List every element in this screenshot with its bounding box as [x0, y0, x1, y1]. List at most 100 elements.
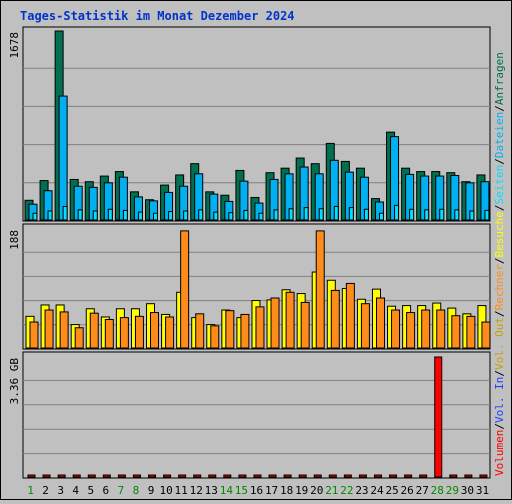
bar-seiten-day-22 [348, 207, 354, 221]
bar-rechner-day-7 [119, 317, 129, 349]
day-label: 29 [446, 484, 459, 497]
bar-seiten-day-3 [62, 205, 68, 221]
gridlines [23, 379, 490, 455]
day-label: 16 [250, 484, 263, 497]
day-label: 2 [42, 484, 49, 497]
bar-seiten-day-26 [409, 208, 415, 221]
bar-rechner-day-19 [300, 301, 310, 349]
right-legend-text: Volumen/Vol. In/Vol. Out/Rechner/Besuche… [493, 52, 506, 476]
day-label: 25 [385, 484, 398, 497]
legend-entry: / [493, 257, 506, 264]
legend-entry: Volumen [493, 430, 506, 476]
bar-seiten-day-7 [122, 209, 128, 221]
bar-volumen-day-14 [223, 474, 232, 478]
bar-volumen-day-22 [343, 474, 352, 478]
bar-seiten-day-17 [273, 209, 279, 221]
bar-seiten-day-28 [439, 208, 445, 221]
bar-rechner-day-13 [210, 325, 220, 349]
legend-entry: Besuche [493, 211, 506, 257]
day-label: 21 [325, 484, 338, 497]
bar-rechner-day-18 [285, 291, 295, 349]
legend-entry: / [493, 310, 506, 317]
bar-rechner-day-5 [89, 312, 99, 349]
series-seiten [32, 204, 490, 221]
bar-seiten-day-6 [107, 208, 113, 221]
day-label: 19 [295, 484, 308, 497]
legend-entry: Vol. Out [493, 317, 506, 370]
bar-seiten-day-5 [92, 210, 98, 221]
bar-seiten-day-15 [243, 209, 249, 221]
bar-rechner-day-1 [29, 321, 39, 349]
bar-seiten-day-18 [288, 208, 294, 221]
bar-seiten-day-12 [198, 209, 204, 221]
bar-dateien-day-3 [58, 95, 68, 221]
series-rechner [29, 230, 491, 349]
bar-rechner-day-10 [165, 316, 175, 349]
bar-rechner-day-20 [315, 230, 325, 349]
bar-volumen-day-30 [464, 474, 473, 478]
panel-middle: 188 [8, 223, 491, 350]
day-label: 10 [159, 484, 172, 497]
bar-seiten-day-1 [32, 212, 38, 221]
day-label: 4 [72, 484, 79, 497]
day-label: 24 [370, 484, 384, 497]
bar-seiten-day-25 [394, 204, 400, 221]
day-label: 13 [205, 484, 218, 497]
bar-seiten-day-16 [258, 212, 264, 221]
bar-rechner-day-3 [59, 311, 69, 349]
bar-volumen-day-20 [313, 474, 322, 478]
bar-volumen-day-18 [283, 474, 292, 478]
right-legend: Volumen/Vol. In/Vol. Out/Rechner/Besuche… [493, 52, 506, 476]
legend-entry: / [493, 105, 506, 112]
bar-volumen-day-13 [208, 474, 217, 478]
day-label: 23 [355, 484, 368, 497]
chart-title: Tages-Statistik im Monat Dezember 2024 [20, 9, 295, 23]
bar-rechner-day-15 [240, 313, 250, 349]
y-max-label: 188 [8, 230, 21, 250]
bar-rechner-day-29 [451, 315, 461, 349]
bar-volumen-day-3 [57, 474, 66, 478]
bar-volumen-day-10 [163, 474, 172, 478]
y-max-label: 3.36 GB [8, 358, 21, 405]
bar-rechner-day-28 [436, 309, 446, 349]
bar-volumen-day-6 [102, 474, 111, 478]
bar-seiten-day-31 [484, 209, 490, 221]
legend-entry: Vol. In [493, 377, 506, 423]
bar-seiten-day-9 [153, 212, 159, 221]
bar-seiten-day-11 [183, 210, 189, 221]
y-max-label: 1678 [8, 32, 21, 59]
bar-seiten-day-2 [47, 210, 53, 221]
day-label: 12 [190, 484, 203, 497]
legend-entry: Seiten [493, 165, 506, 205]
bar-volumen-day-11 [178, 474, 187, 478]
panel-bottom: 3.36 GB [8, 351, 491, 479]
bar-volumen-day-1 [27, 474, 36, 478]
bar-volumen-day-25 [389, 474, 398, 478]
day-axis-labels: 1 2 3 4 5 6 7 8 9 10 11 12 13 14 15 16 17 18 19 20 21 22 23 24 2… [27, 484, 489, 497]
bar-rechner-day-12 [195, 313, 205, 349]
series-volumen [27, 356, 488, 478]
day-label: 18 [280, 484, 293, 497]
day-label: 3 [57, 484, 64, 497]
legend-entry: / [493, 370, 506, 377]
day-label: 14 [220, 484, 234, 497]
bar-rechner-day-22 [345, 282, 355, 349]
bar-rechner-day-9 [150, 312, 160, 349]
bar-rechner-day-16 [255, 306, 265, 349]
day-label: 30 [461, 484, 474, 497]
bar-volumen-day-28 [434, 356, 443, 478]
bar-rechner-day-21 [330, 289, 340, 349]
bar-seiten-day-30 [469, 210, 475, 221]
chart-panels: 1678 188 3.36 GB [8, 26, 491, 479]
bar-volumen-day-29 [449, 474, 458, 478]
day-label: 6 [103, 484, 110, 497]
panel-top: 1678 [8, 26, 491, 222]
day-label: 26 [401, 484, 414, 497]
bar-rechner-day-11 [180, 230, 190, 349]
day-label: 5 [87, 484, 94, 497]
legend-entry: / [493, 158, 506, 165]
bar-seiten-day-4 [77, 209, 83, 221]
day-label: 15 [235, 484, 248, 497]
bar-rechner-day-30 [466, 315, 476, 349]
